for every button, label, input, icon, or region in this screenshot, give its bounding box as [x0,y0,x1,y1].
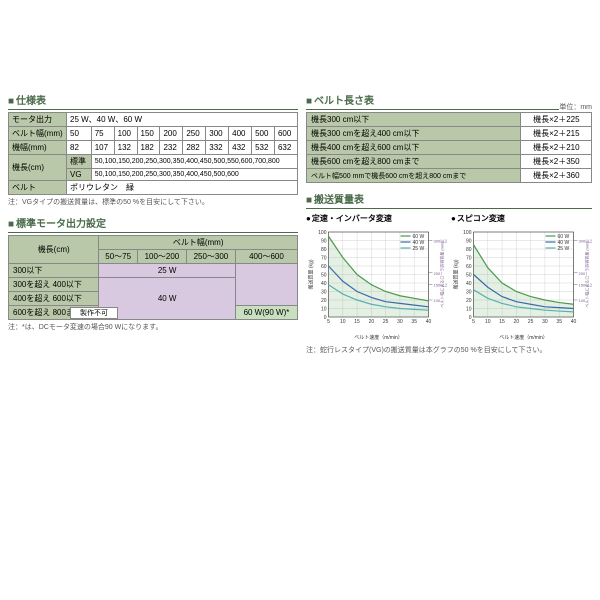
chart2-box: スピコン変速 010203040506070809010051015202530… [451,213,592,343]
svg-text:50: 50 [321,273,327,279]
svg-text:15: 15 [354,319,360,325]
svg-text:搬送質量 (kg): 搬送質量 (kg) [453,259,460,289]
svg-text:40: 40 [571,319,577,325]
svg-text:50: 50 [466,273,472,279]
spec-note: 注：VGタイプの搬送質量は、標準の50 %を目安にして下さい。 [8,197,298,207]
main-container: 仕様表 モータ出力25 W、40 W、60 W ベルト幅(mm) 5075100… [8,90,592,355]
motor-title: 標準モータ出力設定 [8,213,298,233]
chart1-box: 定速・インバータ変速 01020304050607080901005101520… [306,213,447,343]
svg-text:20: 20 [514,319,520,325]
charts-note: 注：蛇行レスタイプ(VG)の搬送質量は本グラフの50 %を目安にして下さい。 [306,345,592,355]
motor-table: 機長(cm)ベルト幅(mm) 50～75100～200250～300400～60… [8,235,298,320]
spec-label: 機幅(mm) [9,141,67,155]
svg-text:ベルト速度（m/min）: ベルト速度（m/min） [354,334,403,341]
chart1-svg: 0102030405060708090100510152025303540100… [306,226,447,341]
svg-text:15: 15 [499,319,505,325]
spec-label: ベルト [9,181,67,195]
svg-text:ベルト速度（m/min）: ベルト速度（m/min） [499,334,548,341]
motor-row-header: 機長(cm) [9,236,99,264]
spec-value: 25 W、40 W、60 W [67,113,298,127]
chart1-title: 定速・インバータ変速 [306,213,447,224]
svg-text:60: 60 [321,264,327,270]
left-column: 仕様表 モータ出力25 W、40 W、60 W ベルト幅(mm) 5075100… [8,90,298,355]
right-column: ベルト長さ表 単位：mm 機長300 cm以下機長×2＋225 機長300 cm… [306,90,592,355]
chart2-title: スピコン変速 [451,213,592,224]
belt-title: ベルト長さ表 [306,90,559,110]
svg-text:30: 30 [397,319,403,325]
svg-text:10: 10 [485,319,491,325]
motor-col-header: ベルト幅(mm) [99,236,298,250]
svg-text:40: 40 [466,281,472,287]
svg-text:30: 30 [542,319,548,325]
svg-text:20: 20 [321,298,327,304]
svg-text:25 W: 25 W [558,246,570,252]
svg-text:35: 35 [411,319,417,325]
svg-text:90: 90 [321,239,327,245]
svg-text:20: 20 [369,319,375,325]
svg-text:70: 70 [321,256,327,262]
svg-text:70: 70 [466,256,472,262]
charts-title: 搬送質量表 [306,189,592,209]
spec-title: 仕様表 [8,90,298,110]
svg-text:30: 30 [466,290,472,296]
belt-table: 機長300 cm以下機長×2＋225 機長300 cmを超え400 cm以下機長… [306,112,592,183]
spec-table: モータ出力25 W、40 W、60 W ベルト幅(mm) 50751001502… [8,112,298,195]
svg-text:100: 100 [463,230,472,236]
motor-note: 注：*は、DCモータ変速の場合90 Wになります。 [8,322,298,332]
svg-text:90: 90 [466,239,472,245]
svg-text:25: 25 [528,319,534,325]
svg-text:5: 5 [327,319,330,325]
spec-label: ベルト幅(mm) [9,127,67,141]
svg-text:100: 100 [318,230,327,236]
svg-text:25: 25 [383,319,389,325]
svg-text:10: 10 [340,319,346,325]
svg-text:30: 30 [321,290,327,296]
svg-text:80: 80 [466,247,472,253]
spec-label: モータ出力 [9,113,67,127]
svg-text:25 W: 25 W [413,246,425,252]
svg-text:10: 10 [466,307,472,313]
svg-text:80: 80 [321,247,327,253]
svg-text:ベルト幅によるローラ許容質量 (mm): ベルト幅によるローラ許容質量 (mm) [584,241,590,308]
svg-text:10: 10 [321,307,327,313]
chart-row: 定速・インバータ変速 01020304050607080901005101520… [306,213,592,343]
svg-text:60: 60 [466,264,472,270]
svg-text:40: 40 [426,319,432,325]
chart2-svg: 0102030405060708090100510152025303540100… [451,226,592,341]
svg-text:20: 20 [466,298,472,304]
svg-text:40: 40 [321,281,327,287]
svg-text:搬送質量 (kg): 搬送質量 (kg) [308,259,315,289]
svg-text:ベルト幅によるローラ許容質量 (mm): ベルト幅によるローラ許容質量 (mm) [439,241,445,308]
svg-text:35: 35 [556,319,562,325]
belt-unit: 単位：mm [559,102,592,112]
svg-text:5: 5 [472,319,475,325]
